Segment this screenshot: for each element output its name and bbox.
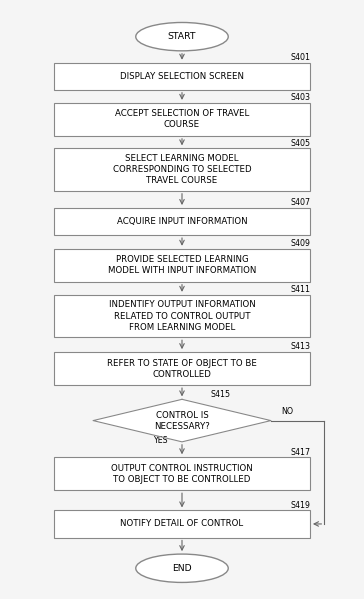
Text: S417: S417 [290,447,310,456]
Text: ACCEPT SELECTION OF TRAVEL
COURSE: ACCEPT SELECTION OF TRAVEL COURSE [115,109,249,129]
Text: S419: S419 [290,501,310,510]
FancyBboxPatch shape [54,457,310,491]
Text: INDENTIFY OUTPUT INFORMATION
RELATED TO CONTROL OUTPUT
FROM LEARNING MODEL: INDENTIFY OUTPUT INFORMATION RELATED TO … [108,301,256,332]
Text: DISPLAY SELECTION SCREEN: DISPLAY SELECTION SCREEN [120,72,244,81]
Text: S415: S415 [211,390,231,399]
FancyBboxPatch shape [54,249,310,282]
FancyBboxPatch shape [54,295,310,337]
FancyBboxPatch shape [54,510,310,537]
FancyBboxPatch shape [54,103,310,136]
Text: REFER TO STATE OF OBJECT TO BE
CONTROLLED: REFER TO STATE OF OBJECT TO BE CONTROLLE… [107,359,257,379]
Text: S405: S405 [290,139,310,148]
Text: S413: S413 [290,343,310,352]
Text: S411: S411 [290,285,310,294]
Text: SELECT LEARNING MODEL
CORRESPONDING TO SELECTED
TRAVEL COURSE: SELECT LEARNING MODEL CORRESPONDING TO S… [113,154,251,185]
FancyBboxPatch shape [54,352,310,385]
Ellipse shape [136,23,228,51]
FancyBboxPatch shape [54,63,310,90]
Text: S409: S409 [290,239,310,248]
Polygon shape [93,400,271,442]
Text: S403: S403 [290,93,310,102]
Text: OUTPUT CONTROL INSTRUCTION
TO OBJECT TO BE CONTROLLED: OUTPUT CONTROL INSTRUCTION TO OBJECT TO … [111,464,253,484]
Text: YES: YES [153,436,168,445]
Text: S401: S401 [290,53,310,62]
Text: END: END [172,564,192,573]
FancyBboxPatch shape [54,208,310,235]
Text: START: START [168,32,196,41]
FancyBboxPatch shape [54,149,310,191]
Text: CONTROL IS
NECESSARY?: CONTROL IS NECESSARY? [154,410,210,431]
Text: NOTIFY DETAIL OF CONTROL: NOTIFY DETAIL OF CONTROL [120,519,244,528]
Text: PROVIDE SELECTED LEARNING
MODEL WITH INPUT INFORMATION: PROVIDE SELECTED LEARNING MODEL WITH INP… [108,255,256,276]
Text: ACQUIRE INPUT INFORMATION: ACQUIRE INPUT INFORMATION [117,217,247,226]
Text: NO: NO [282,407,294,416]
Ellipse shape [136,554,228,582]
Text: S407: S407 [290,198,310,207]
